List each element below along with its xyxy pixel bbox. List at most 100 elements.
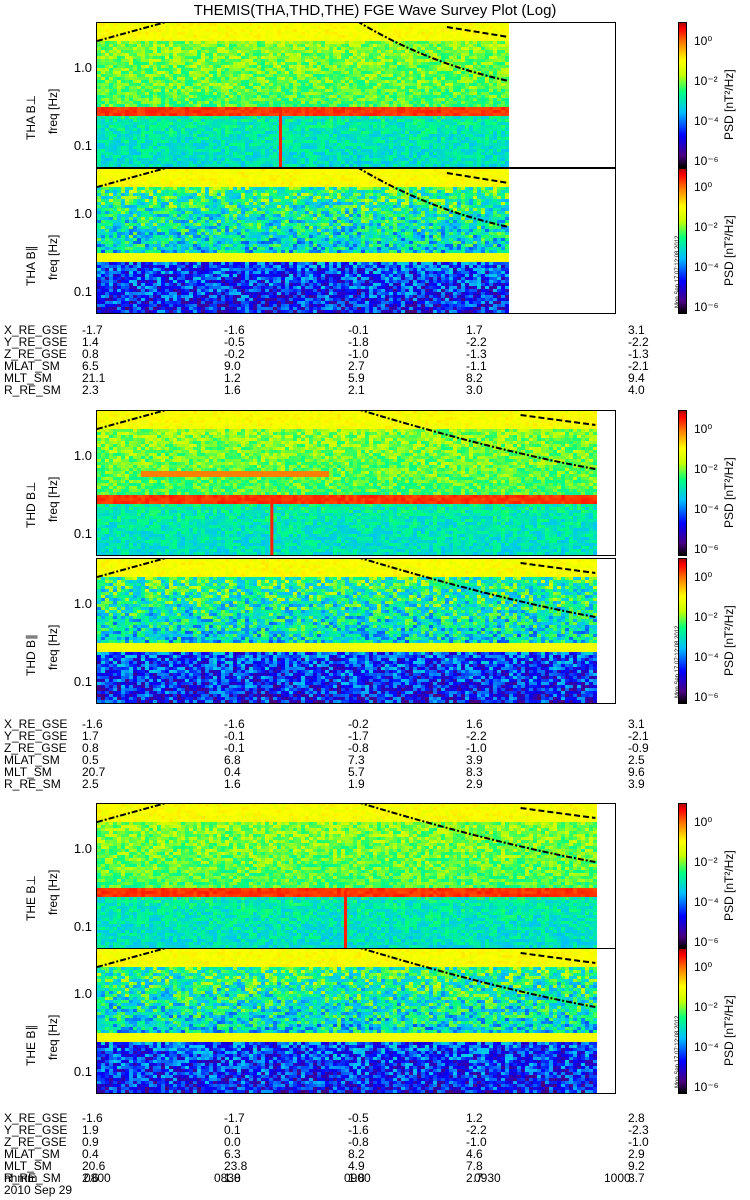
ephemeris-value: -0.1 <box>224 742 245 754</box>
colorbar-tick-label: 10⁻² <box>694 220 718 234</box>
ephemeris-value: 1.8 <box>224 1172 241 1184</box>
ephemeris-value: 2.9 <box>466 778 483 790</box>
ephemeris-value: -2.1 <box>628 730 649 742</box>
ephemeris-value: -1.3 <box>466 348 487 360</box>
ephemeris-label: R_RE_SM <box>4 384 61 396</box>
freq-axis-label: freq [Hz] <box>46 870 60 915</box>
cyclotron-curve <box>360 804 596 863</box>
ephemeris-value: -1.7 <box>348 730 369 742</box>
freq-tick-label: 1.0 <box>52 448 92 463</box>
colorbar-tick-label: 10⁻⁶ <box>694 1080 719 1094</box>
ephemeris-value: -0.2 <box>348 718 369 730</box>
ephemeris-label: X_RE_GSE <box>4 1112 67 1124</box>
colorbar-tick-label: 10⁻⁴ <box>694 895 719 909</box>
freq-tick-label: 1.0 <box>52 60 92 75</box>
ephemeris-value: -2.2 <box>466 730 487 742</box>
spectrogram-image <box>97 949 597 1093</box>
ephemeris-label: X_RE_GSE <box>4 324 67 336</box>
ephemeris-value: 3.9 <box>628 778 645 790</box>
ephemeris-value: -0.5 <box>224 336 245 348</box>
ephemeris-value: 8.2 <box>348 1148 365 1160</box>
cyclotron-curve <box>97 169 167 188</box>
cyclotron-curve <box>358 169 509 228</box>
colorbar <box>678 22 687 168</box>
ephemeris-value: -0.1 <box>348 324 369 336</box>
freq-tick-label: 1.0 <box>52 596 92 611</box>
ephemeris-value: 2.5 <box>82 778 99 790</box>
ephemeris-value: -0.8 <box>348 1136 369 1148</box>
ephemeris-value: 1.6 <box>224 384 241 396</box>
spike-mark <box>344 890 347 948</box>
ephemeris-label: Y_RE_GSE <box>4 336 67 348</box>
spectrogram-image <box>97 411 597 555</box>
ephemeris-value: -1.6 <box>82 718 103 730</box>
time-tick-label: 0800 <box>84 1172 111 1184</box>
cyclotron-curve <box>97 559 167 578</box>
ephemeris-value: 2.3 <box>82 384 99 396</box>
panel-label: THE B⊥ <box>24 875 38 921</box>
ephemeris-value: 0.1 <box>224 1124 241 1136</box>
colorbar-tick-label: 10⁻² <box>694 610 718 624</box>
spectrogram-panel-tha-par <box>96 168 616 314</box>
freq-axis-label: freq [Hz] <box>46 235 60 280</box>
ephemeris-value: 5.7 <box>348 766 365 778</box>
ephemeris-value: 1.9 <box>82 1124 99 1136</box>
ephemeris-value: 6.3 <box>224 1148 241 1160</box>
ephemeris-value: 3.9 <box>466 754 483 766</box>
ephemeris-value: 6.8 <box>224 754 241 766</box>
colorbar-tick-label: 10⁻² <box>694 855 718 869</box>
colorbar-tick-label: 10⁰ <box>694 34 712 48</box>
ephemeris-value: -1.7 <box>224 1112 245 1124</box>
ephemeris-value: 1.2 <box>466 1112 483 1124</box>
cyclotron-curve <box>520 562 596 574</box>
ephemeris-value: 4.9 <box>348 1160 365 1172</box>
colorbar-tick-label: 10⁰ <box>694 815 712 829</box>
ephemeris-value: 9.0 <box>224 360 241 372</box>
ephemeris-label: MLT_SM <box>4 372 52 384</box>
ephemeris-value: -1.6 <box>82 1112 103 1124</box>
ephemeris-value: 3.7 <box>628 1172 645 1184</box>
colorbar-tick-label: 10⁻⁴ <box>694 114 719 128</box>
time-tick-label: 0830 <box>214 1172 241 1184</box>
colorbar-tick-label: 10⁻² <box>694 462 718 476</box>
spectrogram-panel-tha-perp <box>96 22 616 168</box>
ephemeris-label: R_RE_SM <box>4 1172 61 1184</box>
cyclotron-curve <box>97 23 167 42</box>
ephemeris-value: -2.3 <box>628 1124 649 1136</box>
ephemeris-label: R_RE_SM <box>4 778 61 790</box>
ephemeris-value: 1.4 <box>82 336 99 348</box>
spectrogram-panel-the-perp <box>96 803 616 949</box>
ephemeris-value: -2.2 <box>466 1124 487 1136</box>
ephemeris-value: 1.9 <box>348 778 365 790</box>
spectrogram-panel-the-par <box>96 948 616 1094</box>
ephemeris-value: -0.2 <box>224 348 245 360</box>
ephemeris-value: 2.8 <box>628 1112 645 1124</box>
ephemeris-value: -0.9 <box>628 742 649 754</box>
ephemeris-value: 3.0 <box>466 384 483 396</box>
ephemeris-value: 4.0 <box>628 384 645 396</box>
freq-tick-label: 1.0 <box>52 841 92 856</box>
freq-tick-label: 0.1 <box>52 526 92 541</box>
ephemeris-value: 1.7 <box>82 730 99 742</box>
cyclotron-curve <box>97 949 167 968</box>
ephemeris-value: 1.8 <box>348 1172 365 1184</box>
ephemeris-value: -2.2 <box>466 336 487 348</box>
panel-label: THA B⊥ <box>24 95 38 140</box>
ephemeris-value: -0.8 <box>348 742 369 754</box>
ephemeris-value: -1.0 <box>466 742 487 754</box>
ephemeris-value: -1.0 <box>348 348 369 360</box>
spike-mark <box>279 109 282 167</box>
time-tick-label: 0900 <box>344 1172 371 1184</box>
ephemeris-label: Z_RE_GSE <box>4 742 67 754</box>
ephemeris-value: 6.5 <box>82 360 99 372</box>
ephemeris-value: 9.4 <box>628 372 645 384</box>
colorbar-tick-label: 10⁻⁴ <box>694 502 719 516</box>
ephemeris-value: 0.5 <box>82 754 99 766</box>
ephemeris-value: 7.8 <box>466 1160 483 1172</box>
cyclotron-curve <box>358 23 509 82</box>
ephemeris-value: 8.2 <box>466 372 483 384</box>
ephemeris-label: MLAT_SM <box>4 360 60 372</box>
colorbar-label: PSD [nT²/Hz] <box>722 850 736 921</box>
freq-axis-label: freq [Hz] <box>46 1015 60 1060</box>
cyclotron-curve <box>446 26 509 38</box>
